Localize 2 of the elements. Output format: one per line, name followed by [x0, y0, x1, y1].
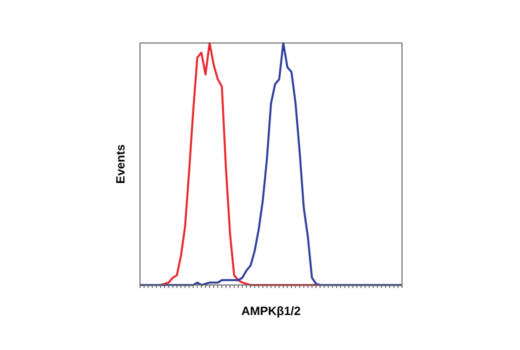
x-axis-title: AMPKβ1/2: [241, 304, 301, 318]
y-axis-title: Events: [113, 144, 128, 184]
